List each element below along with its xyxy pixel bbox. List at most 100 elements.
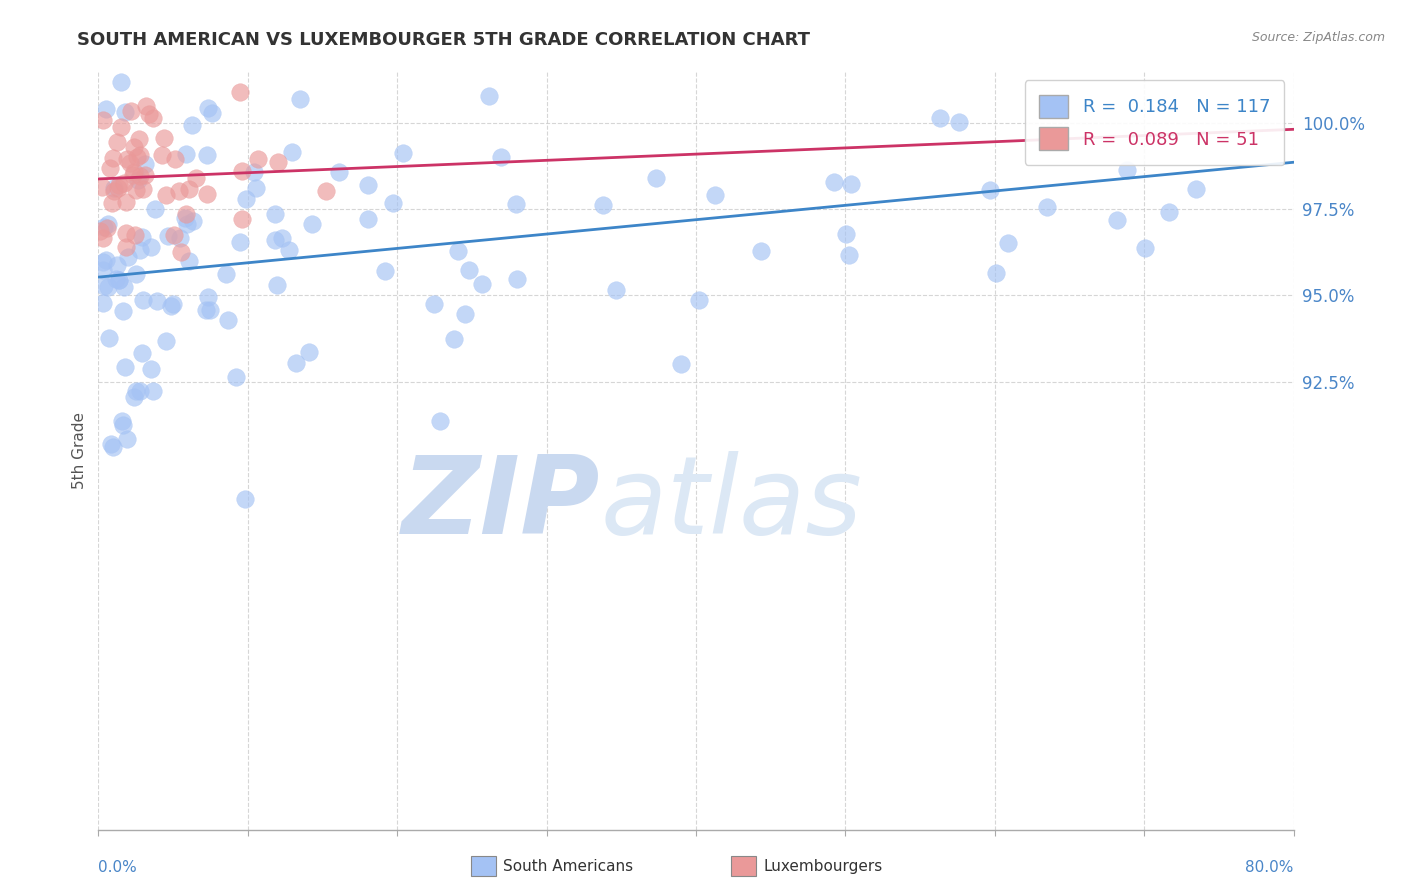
Point [195,187,218,202]
Point [491,150,513,164]
Point [228,235,250,249]
Point [447,244,470,258]
Point [688,293,710,307]
Point [281,145,304,160]
Point [505,197,527,211]
Point [284,356,307,370]
Point [301,217,323,231]
Point [1115,163,1137,178]
Point [1135,241,1157,255]
Point [152,147,174,161]
Point [165,153,187,167]
Point [1036,200,1059,214]
Point [111,414,134,428]
Point [124,227,146,242]
Point [233,491,256,506]
Point [381,196,404,211]
Text: South Americans: South Americans [503,859,634,873]
Point [146,293,169,308]
Point [115,226,138,240]
Point [215,267,238,281]
Point [91,262,114,277]
Point [1105,213,1128,227]
Point [100,437,122,451]
Point [115,195,138,210]
Point [948,115,970,129]
Point [128,384,150,398]
Point [231,163,253,178]
Point [374,264,396,278]
Point [115,432,138,446]
Point [103,184,125,198]
Point [271,231,294,245]
Point [115,152,138,166]
Point [110,120,132,134]
Text: 0.0%: 0.0% [98,860,138,875]
Point [91,255,114,269]
Point [114,359,136,374]
Point [105,272,128,286]
Point [997,235,1019,250]
Point [111,417,134,432]
Point [835,227,858,241]
Point [245,181,267,195]
Point [298,344,321,359]
Point [592,198,614,212]
Point [194,302,217,317]
Point [134,169,156,183]
Point [97,217,120,231]
Point [225,370,247,384]
Text: 80.0%: 80.0% [1246,860,1294,875]
Point [122,390,145,404]
Point [98,161,121,176]
Point [264,207,287,221]
Point [160,299,183,313]
Point [266,154,288,169]
Point [129,169,152,183]
Point [128,243,150,257]
Point [143,202,166,216]
Point [94,102,117,116]
Y-axis label: 5th Grade: 5th Grade [72,412,87,489]
Point [179,253,201,268]
Point [669,357,692,371]
Text: Luxembourgers: Luxembourgers [763,859,883,873]
Point [197,290,219,304]
Point [120,103,142,118]
Point [823,175,845,189]
Point [122,168,145,182]
Point [181,214,204,228]
Point [105,135,128,149]
Point [91,112,114,127]
Point [247,152,270,166]
Point [454,307,477,321]
Point [229,85,252,99]
Point [167,184,190,198]
Point [97,280,120,294]
Point [107,273,129,287]
Point [101,195,124,210]
Point [231,212,253,227]
Point [979,183,1001,197]
Point [93,220,115,235]
Point [181,118,204,132]
Point [141,362,163,376]
Point [101,151,124,165]
Point [163,228,186,243]
Point [838,248,860,262]
Point [704,187,727,202]
Point [263,234,285,248]
Point [98,331,121,345]
Point [127,172,149,186]
Point [155,334,177,348]
Point [105,258,128,272]
Point [184,171,207,186]
Point [1159,204,1181,219]
Point [96,220,118,235]
Point [114,240,136,254]
Text: ZIP: ZIP [402,450,600,557]
Point [986,266,1008,280]
Point [217,312,239,326]
Point [749,244,772,259]
Point [103,181,125,195]
